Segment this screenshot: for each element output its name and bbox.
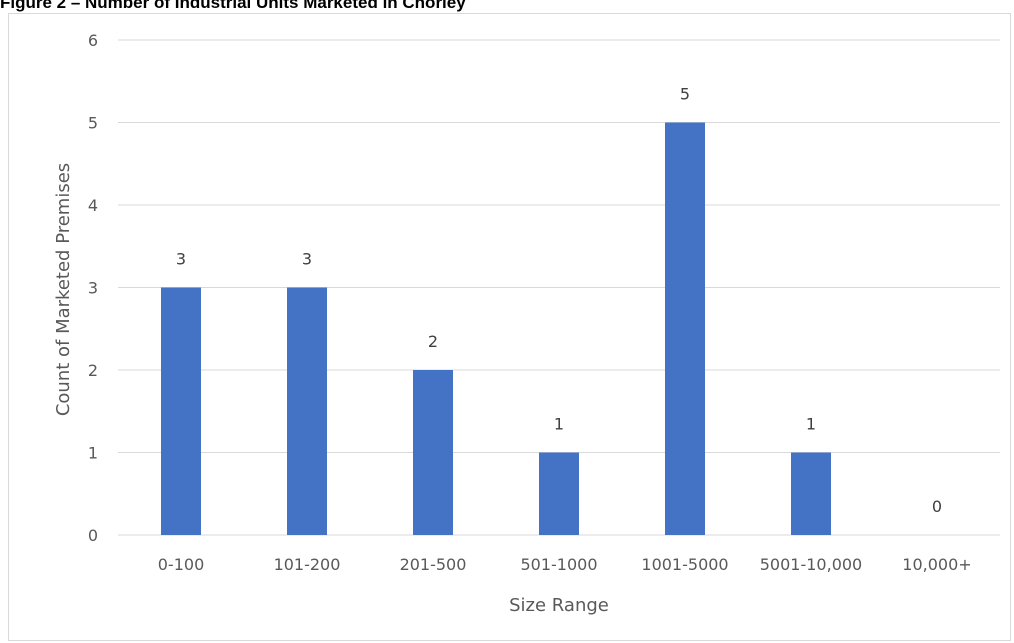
bar-201-500: [413, 370, 453, 535]
bar-1001-5000: [665, 122, 705, 535]
x-tick-label: 1001-5000: [641, 555, 728, 574]
data-label: 3: [176, 250, 186, 269]
y-axis-ticks: 0 1 2 3 4 5 6: [88, 31, 98, 545]
y-tick-label: 1: [88, 444, 98, 463]
x-axis-ticks: 0-100 101-200 201-500 501-1000 1001-5000 5001…: [158, 555, 972, 574]
bar-5001-10,000: [791, 452, 831, 535]
y-tick-label: 3: [88, 279, 98, 298]
data-label: 2: [428, 332, 438, 351]
data-label: 1: [806, 415, 816, 434]
bar-101-200: [287, 287, 327, 535]
bar-501-1000: [539, 452, 579, 535]
data-labels: 3 3 2 1 5 1 0: [176, 85, 942, 517]
x-tick-label: 5001-10,000: [760, 555, 862, 574]
x-tick-label: 501-1000: [520, 555, 597, 574]
bars: [161, 122, 831, 535]
data-label: 1: [554, 415, 564, 434]
figure-title: Figure 2 – Number of Industrial Units Ma…: [0, 0, 466, 12]
x-tick-label: 0-100: [158, 555, 205, 574]
data-label: 5: [680, 85, 690, 104]
y-axis-title: Count of Marketed Premises: [53, 163, 74, 416]
bar-0-100: [161, 287, 201, 535]
y-tick-label: 6: [88, 31, 98, 50]
y-tick-label: 4: [88, 196, 98, 215]
gridlines: [118, 39, 1000, 536]
data-label: 3: [302, 250, 312, 269]
y-tick-label: 0: [88, 526, 98, 545]
y-tick-label: 5: [88, 114, 98, 133]
data-label: 0: [932, 497, 942, 516]
x-tick-label: 101-200: [274, 555, 341, 574]
x-tick-label: 201-500: [400, 555, 467, 574]
y-tick-label: 2: [88, 361, 98, 380]
x-axis-title: Size Range: [509, 595, 609, 616]
x-tick-label: 10,000+: [902, 555, 971, 574]
